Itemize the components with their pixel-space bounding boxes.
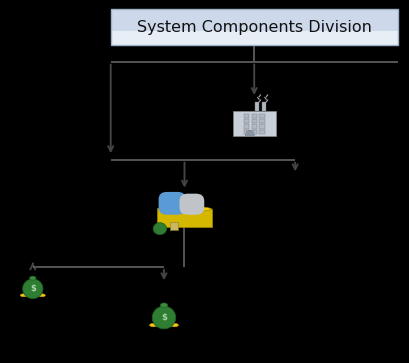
FancyBboxPatch shape bbox=[232, 111, 275, 136]
Ellipse shape bbox=[160, 303, 167, 308]
Ellipse shape bbox=[160, 323, 167, 327]
FancyBboxPatch shape bbox=[251, 114, 256, 118]
FancyBboxPatch shape bbox=[179, 193, 204, 215]
FancyBboxPatch shape bbox=[169, 222, 178, 230]
Ellipse shape bbox=[29, 294, 36, 297]
FancyBboxPatch shape bbox=[259, 119, 264, 123]
FancyBboxPatch shape bbox=[110, 31, 397, 45]
Ellipse shape bbox=[165, 323, 173, 327]
Ellipse shape bbox=[22, 279, 43, 298]
FancyBboxPatch shape bbox=[157, 209, 211, 227]
Ellipse shape bbox=[157, 206, 211, 212]
FancyBboxPatch shape bbox=[262, 102, 265, 111]
Ellipse shape bbox=[20, 294, 27, 297]
FancyBboxPatch shape bbox=[110, 9, 397, 31]
FancyBboxPatch shape bbox=[251, 125, 256, 129]
Ellipse shape bbox=[155, 323, 162, 327]
FancyBboxPatch shape bbox=[243, 125, 248, 129]
FancyBboxPatch shape bbox=[251, 130, 256, 134]
Text: System Components Division: System Components Division bbox=[137, 20, 371, 35]
FancyBboxPatch shape bbox=[254, 102, 258, 111]
Ellipse shape bbox=[29, 276, 36, 280]
Ellipse shape bbox=[25, 294, 31, 297]
FancyBboxPatch shape bbox=[259, 114, 264, 118]
Ellipse shape bbox=[152, 306, 175, 329]
Ellipse shape bbox=[171, 323, 178, 327]
Ellipse shape bbox=[153, 223, 166, 234]
Ellipse shape bbox=[149, 323, 157, 327]
Text: $: $ bbox=[30, 284, 36, 293]
Ellipse shape bbox=[39, 294, 45, 297]
FancyBboxPatch shape bbox=[251, 119, 256, 123]
FancyBboxPatch shape bbox=[158, 192, 185, 215]
FancyBboxPatch shape bbox=[259, 125, 264, 129]
Ellipse shape bbox=[34, 294, 40, 297]
FancyBboxPatch shape bbox=[243, 114, 248, 118]
Ellipse shape bbox=[189, 196, 194, 202]
FancyBboxPatch shape bbox=[243, 119, 248, 123]
FancyBboxPatch shape bbox=[245, 131, 254, 136]
FancyBboxPatch shape bbox=[259, 130, 264, 134]
Text: $: $ bbox=[161, 313, 166, 322]
FancyBboxPatch shape bbox=[243, 130, 248, 134]
Ellipse shape bbox=[169, 194, 175, 201]
